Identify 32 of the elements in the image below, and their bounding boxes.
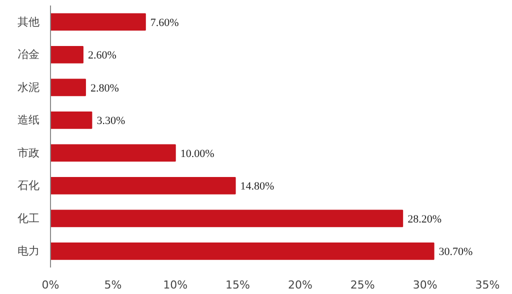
y-tick-label: 造纸 [18,114,40,127]
y-tick-label: 市政 [18,146,40,160]
x-tick-label: 30% [412,278,438,292]
data-label: 10.00% [180,148,214,160]
x-tick-label: 5% [104,278,122,292]
data-label: 7.60% [150,16,179,29]
bar [50,242,434,260]
y-tick-label: 冶金 [18,48,40,62]
y-tick-label: 化工 [18,212,40,225]
bar [50,176,236,194]
bar [50,144,176,162]
y-tick-label: 水泥 [18,80,40,94]
x-tick-label: 0% [42,278,60,292]
bar [50,111,92,129]
x-tick-label: 10% [163,278,188,292]
x-tick-label: 25% [350,278,375,292]
data-label: 2.60% [88,50,116,62]
x-tick-label: 35% [475,278,500,292]
data-label: 2.80% [90,82,119,94]
data-label: 28.20% [408,213,442,226]
bar [50,78,86,96]
bar [50,13,146,31]
x-tick-label: 15% [226,278,250,292]
y-tick-label: 电力 [18,244,40,258]
data-label: 3.30% [96,115,126,128]
y-tick-label: 其他 [18,15,40,28]
bar [50,210,404,228]
data-label: 30.70% [438,246,473,258]
x-tick-label: 20% [288,278,312,292]
bar [50,46,84,64]
y-tick-label: 石化 [18,179,40,192]
data-label: 14.80% [240,180,274,193]
